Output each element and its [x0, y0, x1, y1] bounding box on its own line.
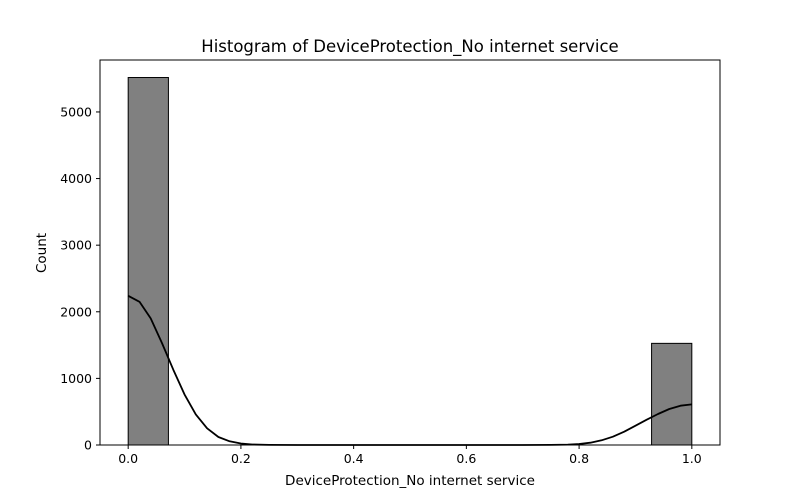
- y-tick-label: 1000: [60, 371, 92, 386]
- y-axis-ticks: 0 1000 2000 3000 4000 5000: [60, 104, 100, 453]
- y-axis-label: Count: [34, 233, 50, 273]
- y-tick-label: 3000: [60, 238, 92, 253]
- kde-curve: [127, 295, 692, 446]
- x-tick-label: 0.0: [118, 451, 138, 466]
- bars-layer: [127, 77, 693, 446]
- histogram-bar-0: [127, 77, 169, 446]
- plot-frame: [99, 59, 721, 446]
- x-axis-label: DeviceProtection_No internet service: [285, 473, 535, 489]
- x-tick-label: 0.2: [231, 451, 251, 466]
- y-tick-label: 2000: [60, 304, 92, 319]
- x-tick-label: 1.0: [682, 451, 702, 466]
- histogram-bar-1: [651, 342, 693, 446]
- y-tick-label: 0: [84, 438, 92, 453]
- x-tick-label: 0.4: [344, 451, 364, 466]
- y-tick-label: 4000: [60, 171, 92, 186]
- x-tick-label: 0.8: [569, 451, 589, 466]
- x-tick-label: 0.6: [456, 451, 476, 466]
- chart-title: Histogram of DeviceProtection_No interne…: [201, 37, 618, 57]
- x-axis-ticks: 0.0 0.2 0.4 0.6 0.8 1.0: [118, 445, 702, 466]
- y-tick-label: 5000: [60, 104, 92, 119]
- kde-layer: [127, 295, 692, 446]
